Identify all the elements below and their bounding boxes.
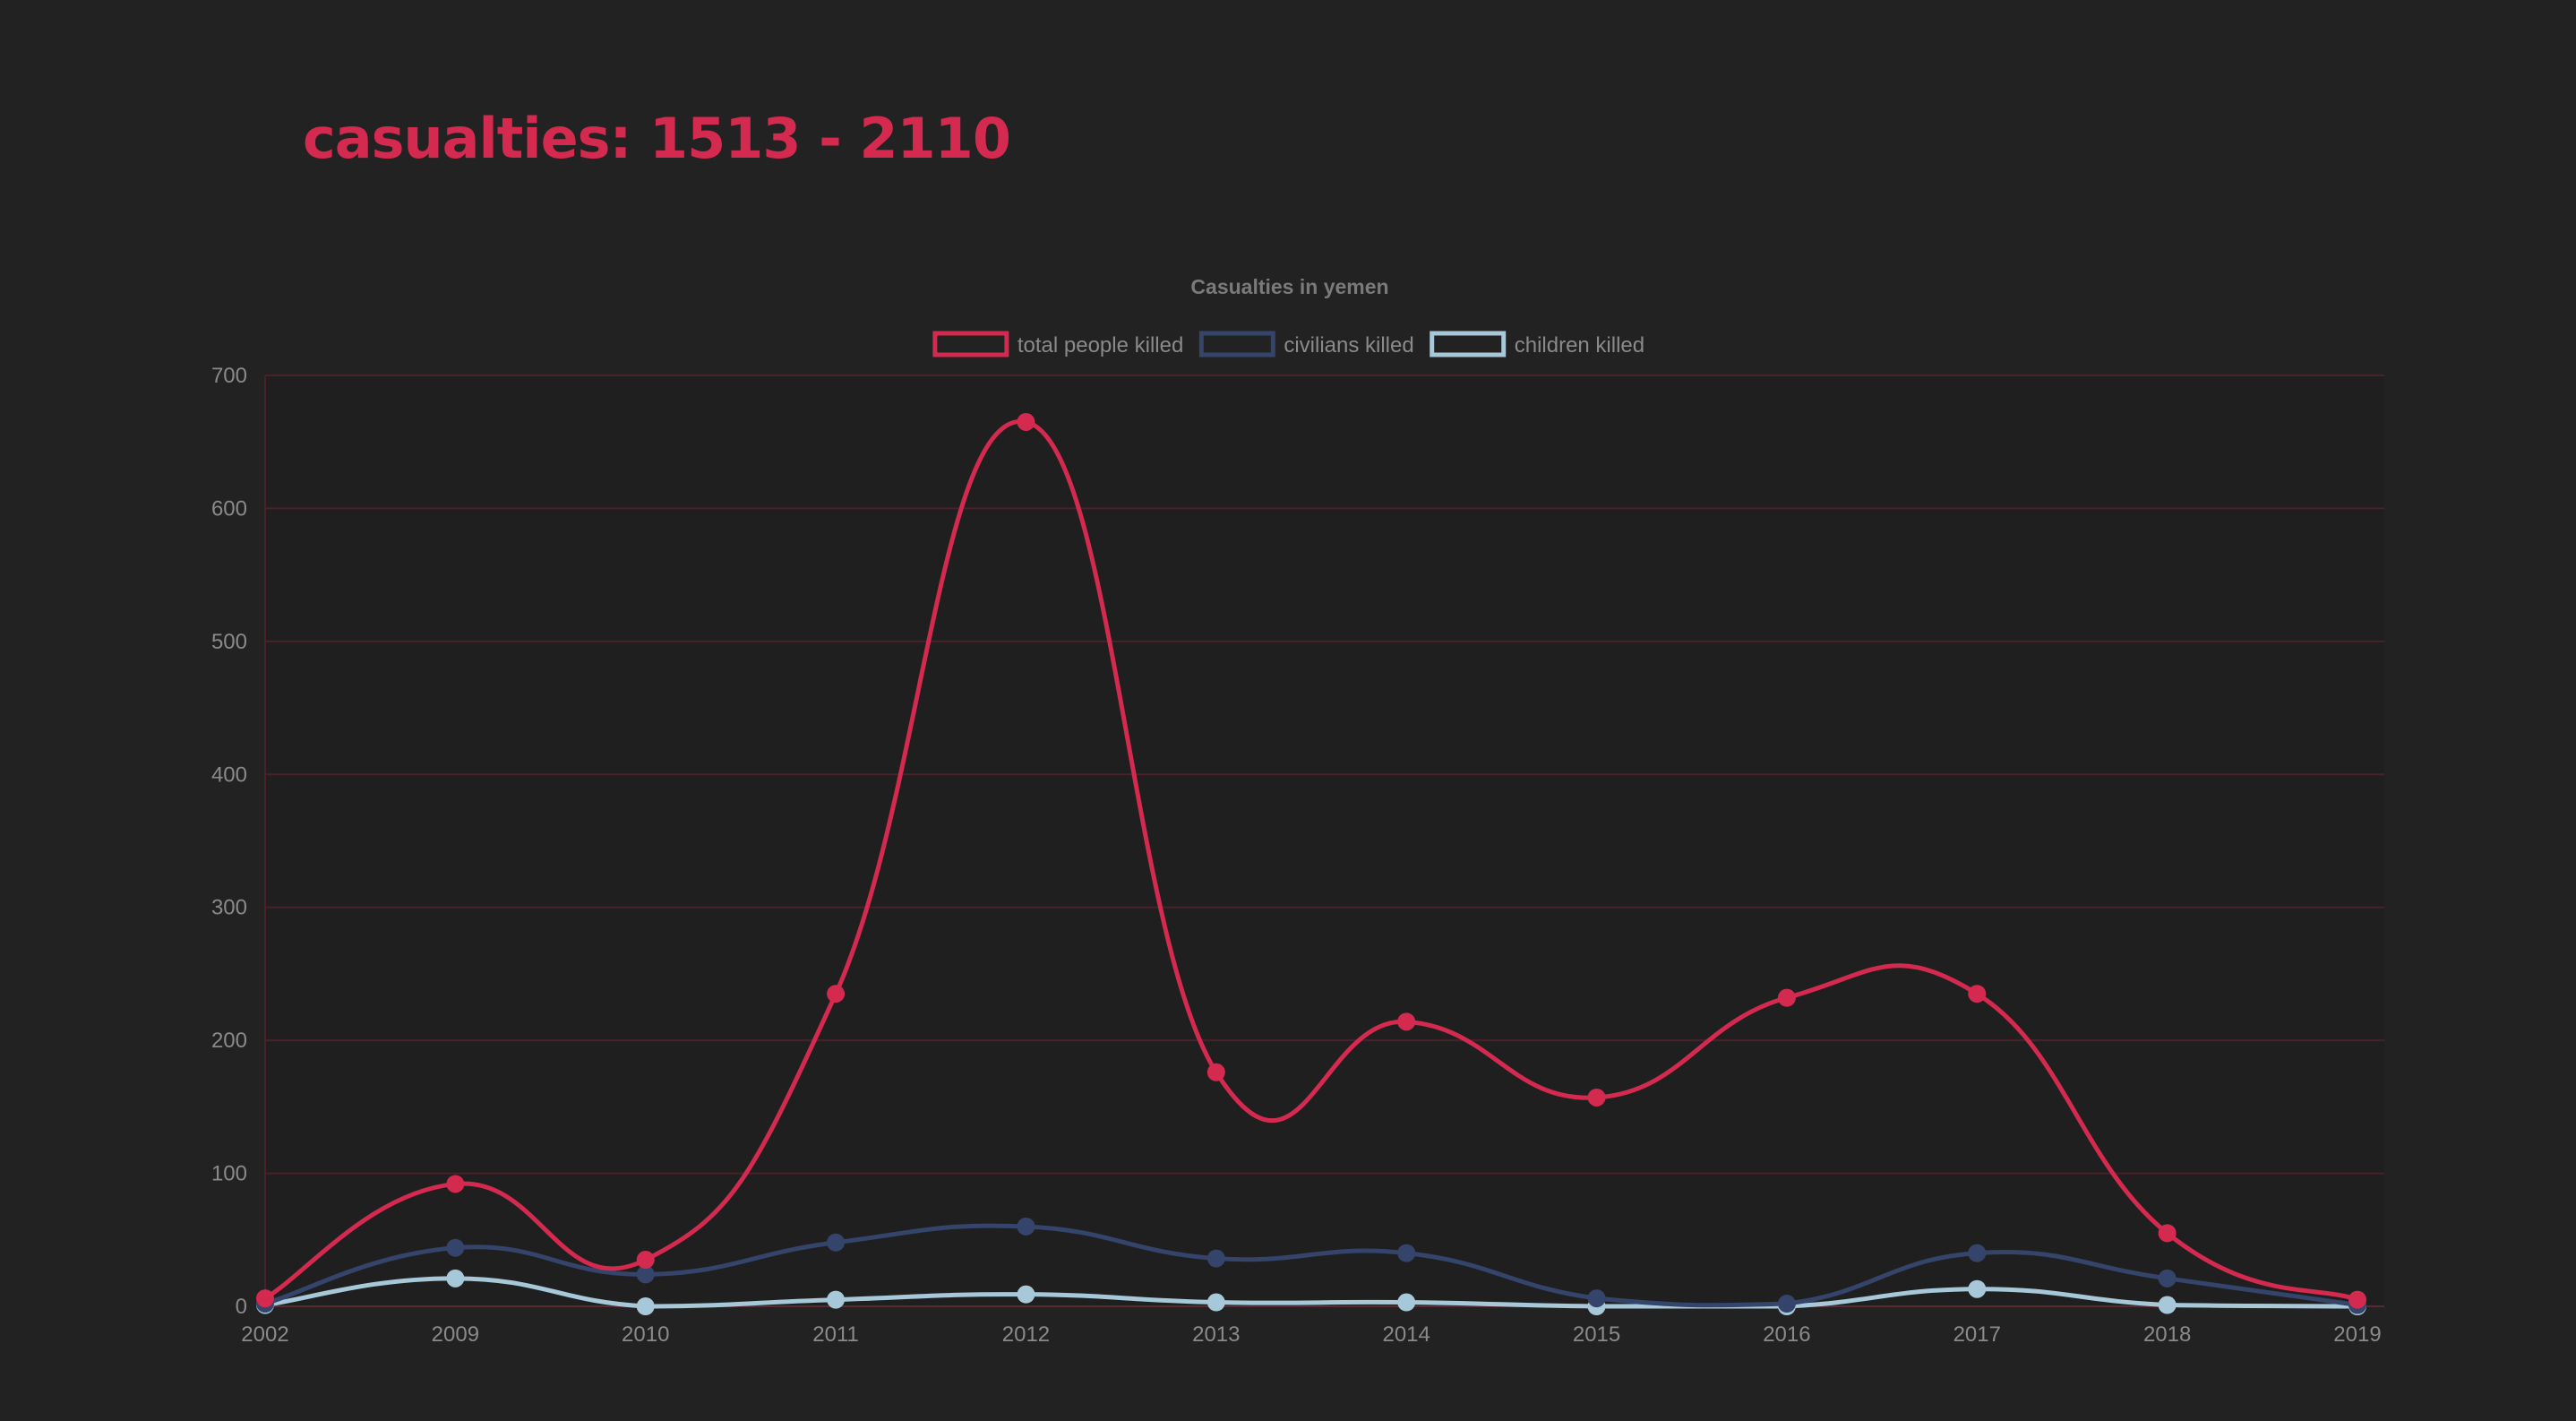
data-point-children-killed-2011[interactable] bbox=[827, 1290, 846, 1309]
series-points bbox=[256, 412, 2366, 1315]
plot-background bbox=[265, 375, 2384, 1306]
data-point-total-people-killed-2012[interactable] bbox=[1017, 412, 1035, 431]
data-point-total-people-killed-2009[interactable] bbox=[446, 1175, 465, 1193]
legend-label-children-killed: children killed bbox=[1515, 333, 1644, 357]
plot-area bbox=[265, 375, 2384, 1306]
series-line-civilians-killed bbox=[262, 1223, 2360, 1308]
legend-swatch-children-killed bbox=[1430, 331, 1507, 357]
data-point-civilians-killed-2015[interactable] bbox=[1587, 1289, 1606, 1308]
data-point-total-people-killed-2016[interactable] bbox=[1777, 988, 1796, 1007]
legend-swatch-total-people-killed bbox=[932, 331, 1009, 357]
y-tick-label-500: 500 bbox=[211, 630, 247, 654]
data-point-total-people-killed-2002[interactable] bbox=[256, 1289, 274, 1308]
data-point-civilians-killed-2009[interactable] bbox=[446, 1238, 465, 1257]
data-point-civilians-killed-2012[interactable] bbox=[1017, 1217, 1035, 1236]
x-tick-label-2018: 2018 bbox=[2143, 1322, 2191, 1347]
y-axis: 0 100 200 300 400 500 600 700 bbox=[211, 364, 266, 1319]
y-tick-label-100: 100 bbox=[211, 1162, 247, 1186]
legend-label-total-people-killed: total people killed bbox=[1018, 333, 1183, 357]
chart-title: Casualties in yemen bbox=[1190, 275, 1388, 298]
y-tick-label-700: 700 bbox=[211, 364, 247, 388]
data-point-children-killed-2017[interactable] bbox=[1968, 1279, 1987, 1298]
x-tick-label-2010: 2010 bbox=[622, 1322, 669, 1347]
data-point-total-people-killed-2013[interactable] bbox=[1206, 1063, 1225, 1081]
y-tick-label-0: 0 bbox=[236, 1295, 247, 1319]
x-tick-label-2009: 2009 bbox=[432, 1322, 479, 1347]
data-point-total-people-killed-2015[interactable] bbox=[1587, 1088, 1606, 1107]
data-point-children-killed-2018[interactable] bbox=[2158, 1296, 2177, 1314]
legend-item-total-people-killed[interactable]: total people killed bbox=[932, 331, 1183, 357]
data-point-total-people-killed-2018[interactable] bbox=[2158, 1224, 2177, 1243]
x-axis: 2002 2009 2010 2011 2012 2013 2014 2015 2016 2017… bbox=[241, 1322, 2381, 1347]
legend-item-children-killed[interactable]: children killed bbox=[1430, 331, 1644, 357]
data-point-children-killed-2012[interactable] bbox=[1017, 1285, 1035, 1304]
x-tick-label-2002: 2002 bbox=[241, 1322, 288, 1347]
data-point-children-killed-2013[interactable] bbox=[1206, 1293, 1225, 1312]
data-point-civilians-killed-2017[interactable] bbox=[1968, 1244, 1987, 1262]
data-point-total-people-killed-2017[interactable] bbox=[1968, 985, 1987, 1003]
x-tick-label-2014: 2014 bbox=[1382, 1322, 1430, 1347]
x-tick-label-2017: 2017 bbox=[1953, 1322, 2001, 1347]
x-tick-label-2013: 2013 bbox=[1192, 1322, 1240, 1347]
data-point-total-people-killed-2019[interactable] bbox=[2348, 1290, 2366, 1309]
x-tick-label-2015: 2015 bbox=[1573, 1322, 1620, 1347]
data-point-civilians-killed-2014[interactable] bbox=[1397, 1244, 1416, 1262]
y-gridlines bbox=[265, 375, 2384, 1307]
series-line-children-killed bbox=[262, 1276, 2360, 1309]
data-point-total-people-killed-2010[interactable] bbox=[636, 1251, 655, 1270]
legend-label-civilians-killed: civilians killed bbox=[1284, 333, 1413, 357]
y-tick-label-200: 200 bbox=[211, 1029, 247, 1053]
x-tick-label-2016: 2016 bbox=[1763, 1322, 1810, 1347]
y-tick-label-400: 400 bbox=[211, 762, 247, 787]
data-point-total-people-killed-2011[interactable] bbox=[827, 985, 846, 1003]
y-tick-label-300: 300 bbox=[211, 896, 247, 920]
data-point-civilians-killed-2016[interactable] bbox=[1777, 1295, 1796, 1313]
legend-item-civilians-killed[interactable]: civilians killed bbox=[1198, 331, 1414, 357]
legend-swatch-civilians-killed bbox=[1198, 331, 1275, 357]
page-title: casualties: 1513 - 2110 bbox=[303, 106, 1011, 171]
x-tick-label-2011: 2011 bbox=[812, 1322, 859, 1347]
x-tick-label-2012: 2012 bbox=[1002, 1322, 1050, 1347]
data-point-civilians-killed-2018[interactable] bbox=[2158, 1269, 2177, 1288]
y-tick-label-600: 600 bbox=[211, 496, 247, 521]
x-tick-label-2019: 2019 bbox=[2333, 1322, 2381, 1347]
data-point-total-people-killed-2014[interactable] bbox=[1397, 1012, 1416, 1031]
data-point-civilians-killed-2011[interactable] bbox=[827, 1233, 846, 1252]
data-point-civilians-killed-2010[interactable] bbox=[636, 1265, 655, 1284]
data-point-children-killed-2009[interactable] bbox=[446, 1269, 465, 1288]
chart-legend: total people killed civilians killed child… bbox=[932, 331, 1644, 357]
data-point-civilians-killed-2013[interactable] bbox=[1206, 1249, 1225, 1268]
data-point-children-killed-2010[interactable] bbox=[636, 1297, 655, 1315]
data-point-children-killed-2014[interactable] bbox=[1397, 1293, 1416, 1312]
